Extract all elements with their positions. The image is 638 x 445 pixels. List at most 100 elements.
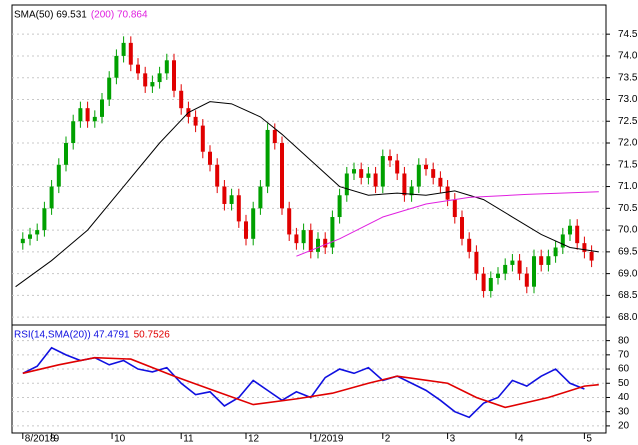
candle-body [258,186,263,209]
candle-body [488,277,493,292]
y-tick-label: 68.0 [618,312,638,323]
candle-body [215,164,220,187]
candle-body [575,225,580,244]
candle-body [532,256,536,287]
candle-body [107,77,112,100]
y-tick-label: 71.0 [618,181,638,192]
y-tick-label: 20 [618,421,630,432]
candle-body [42,208,47,231]
candle-body [251,208,256,239]
candle-body [294,234,299,244]
x-tick-label: 10 [114,434,126,445]
candle-body [539,256,544,265]
candle-body [330,217,335,248]
candle-body [179,90,184,109]
candle-body [308,230,313,252]
candle-body [380,156,385,187]
candle-body [143,73,148,87]
legend-entry: 50.7526 [134,330,171,341]
candle-body [121,42,126,56]
candle-body [64,143,68,165]
candle-body [388,156,392,161]
candle-body [172,60,176,91]
y-tick-label: 72.0 [618,138,638,149]
candle-body [229,195,234,204]
y-tick-label: 40 [618,392,630,403]
y-tick-label: 74.0 [618,51,638,62]
candle-body [20,238,25,244]
y-tick-label: 60 [618,364,630,375]
candle-body [474,251,479,274]
candle-body [136,64,140,74]
candle-body [546,256,551,265]
candle-body [208,151,212,165]
candle-body [373,173,378,187]
candle-body [452,199,457,218]
candle-body [481,273,486,292]
series-line [15,101,599,288]
candle-body [301,230,306,244]
candle-body [272,129,277,144]
y-tick-label: 80 [618,335,630,346]
candle-body [193,116,198,126]
x-tick-label: 5 [586,434,592,445]
y-tick-label: 68.5 [618,290,638,301]
candle-body [114,55,119,78]
candle-body [287,208,292,235]
candle-body [35,230,40,235]
candle-body [200,125,205,152]
candle-body [568,225,572,235]
candle-body [460,217,464,239]
candle-body [265,129,270,187]
candle-body [503,264,508,274]
candle-body [49,186,54,209]
candle-body [28,234,32,239]
series-line [296,191,599,257]
candle-body [366,173,371,178]
candle-body [409,186,414,196]
candle-body [100,99,104,117]
x-tick-label: 2 [385,434,391,445]
candle-body [337,195,342,218]
candle-body [150,82,155,87]
y-tick-label: 70.0 [618,225,638,236]
candle-body [85,108,90,122]
legend-entry: (200) 70.864 [91,10,148,21]
y-tick-label: 69.0 [618,268,638,279]
y-tick-label: 72.5 [618,116,638,127]
legend-entry: SMA(50) 69.531 [14,10,87,21]
candle-body [510,260,515,265]
y-tick-label: 30 [618,406,630,417]
candle-body [416,164,421,187]
x-tick-label: 9 [54,434,60,445]
candle-body [164,60,169,74]
candle-body [402,173,407,196]
candle-body [56,164,61,187]
candle-body [316,238,320,252]
candle-body [323,238,328,248]
candle-body [352,169,356,174]
candle-body [467,238,472,252]
candle-body [92,116,97,122]
x-tick-label: 3 [450,434,456,445]
candle-body [589,251,594,261]
y-tick-label: 70 [618,349,630,360]
series-line [22,346,585,419]
candle-body [496,273,500,278]
candle-body [431,169,436,178]
candle-body [78,108,83,122]
y-tick-label: 74.5 [618,29,638,40]
legend-entry: RSI(14,SMA(20)) 47.4791 [14,330,130,341]
candle-body [280,143,284,209]
candle-body [236,195,241,222]
x-tick-label: 11 [183,434,194,445]
candle-body [395,160,400,174]
y-tick-label: 73.5 [618,72,638,83]
x-tick-label: 8/2018 [25,434,56,445]
candle-body [445,186,450,200]
y-tick-label: 70.5 [618,203,638,214]
series-line [22,356,599,409]
x-tick-label: 12 [248,434,260,445]
candle-body [517,260,522,274]
